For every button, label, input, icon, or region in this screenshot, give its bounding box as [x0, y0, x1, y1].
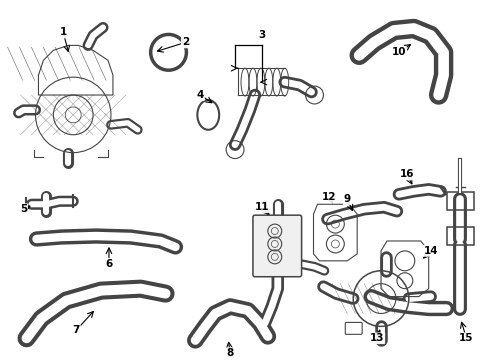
Text: 3: 3	[258, 31, 266, 40]
Text: 11: 11	[255, 202, 269, 212]
Text: 2: 2	[182, 37, 189, 48]
Text: 12: 12	[322, 192, 337, 202]
Text: 14: 14	[423, 246, 438, 256]
Text: 13: 13	[370, 333, 384, 343]
FancyBboxPatch shape	[253, 215, 302, 277]
Text: 5: 5	[20, 204, 27, 214]
Text: 6: 6	[105, 259, 113, 269]
Text: 1: 1	[60, 27, 67, 37]
Text: 15: 15	[459, 333, 474, 343]
Text: 16: 16	[400, 170, 414, 180]
Text: 8: 8	[226, 348, 234, 358]
Text: 4: 4	[196, 90, 204, 100]
Text: 7: 7	[73, 325, 80, 336]
Text: 9: 9	[343, 194, 351, 204]
Text: 10: 10	[392, 47, 406, 57]
